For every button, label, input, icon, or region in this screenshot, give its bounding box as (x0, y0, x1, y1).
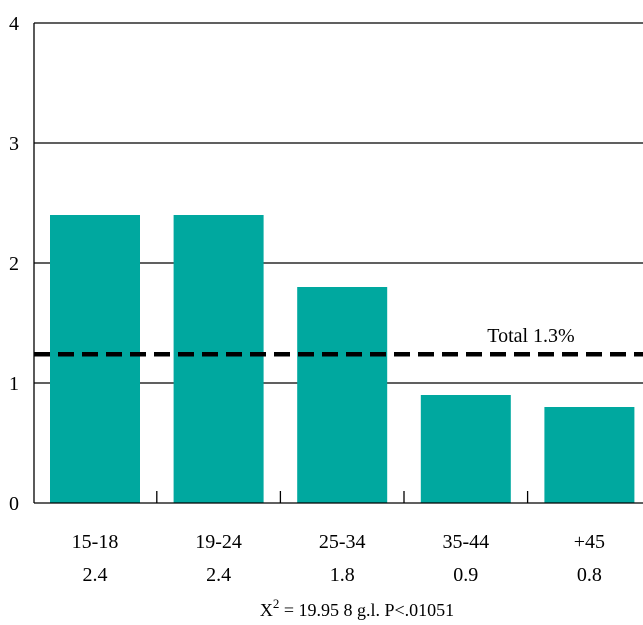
x-category-label: 25-34 (319, 531, 366, 553)
y-tick-label: 4 (9, 13, 19, 35)
bar-layer (50, 215, 635, 503)
stats-body: = 19.95 8 g.l. P<.01051 (279, 600, 454, 620)
stats-prefix: X (260, 600, 273, 620)
x-category-label: +45 (574, 531, 605, 553)
bar-25-34 (297, 287, 388, 503)
bar-value-label: 2.4 (83, 564, 108, 586)
stats-annotation: X2 = 19.95 8 g.l. P<.01051 (260, 596, 454, 620)
bar-value-label: 0.9 (453, 564, 478, 586)
reference-layer: Total 1.3% (34, 325, 643, 357)
y-tick-label: 3 (9, 133, 19, 155)
y-tick-label: 0 (9, 493, 19, 515)
axis-layer (33, 23, 643, 504)
y-tick-label: 2 (9, 253, 19, 275)
bar-19-24 (173, 215, 264, 503)
bar-value-label: 2.4 (206, 564, 231, 586)
label-layer: 0 1 2 3 4 15-18 2.4 19-24 2.4 25-34 1.8 35-44 0.9 +45… (9, 13, 605, 586)
bar-value-label: 1.8 (330, 564, 355, 586)
bar-value-label: 0.8 (577, 564, 602, 586)
bar-15-18 (50, 215, 140, 503)
total-reference-label: Total 1.3% (487, 325, 574, 347)
stats-superscript: 2 (273, 596, 280, 611)
x-category-label: 35-44 (442, 531, 489, 553)
bar-+45 (544, 407, 635, 503)
x-category-label: 19-24 (195, 531, 242, 553)
y-tick-label: 1 (9, 373, 19, 395)
x-category-label: 15-18 (72, 531, 119, 553)
bar-35-44 (420, 395, 511, 503)
